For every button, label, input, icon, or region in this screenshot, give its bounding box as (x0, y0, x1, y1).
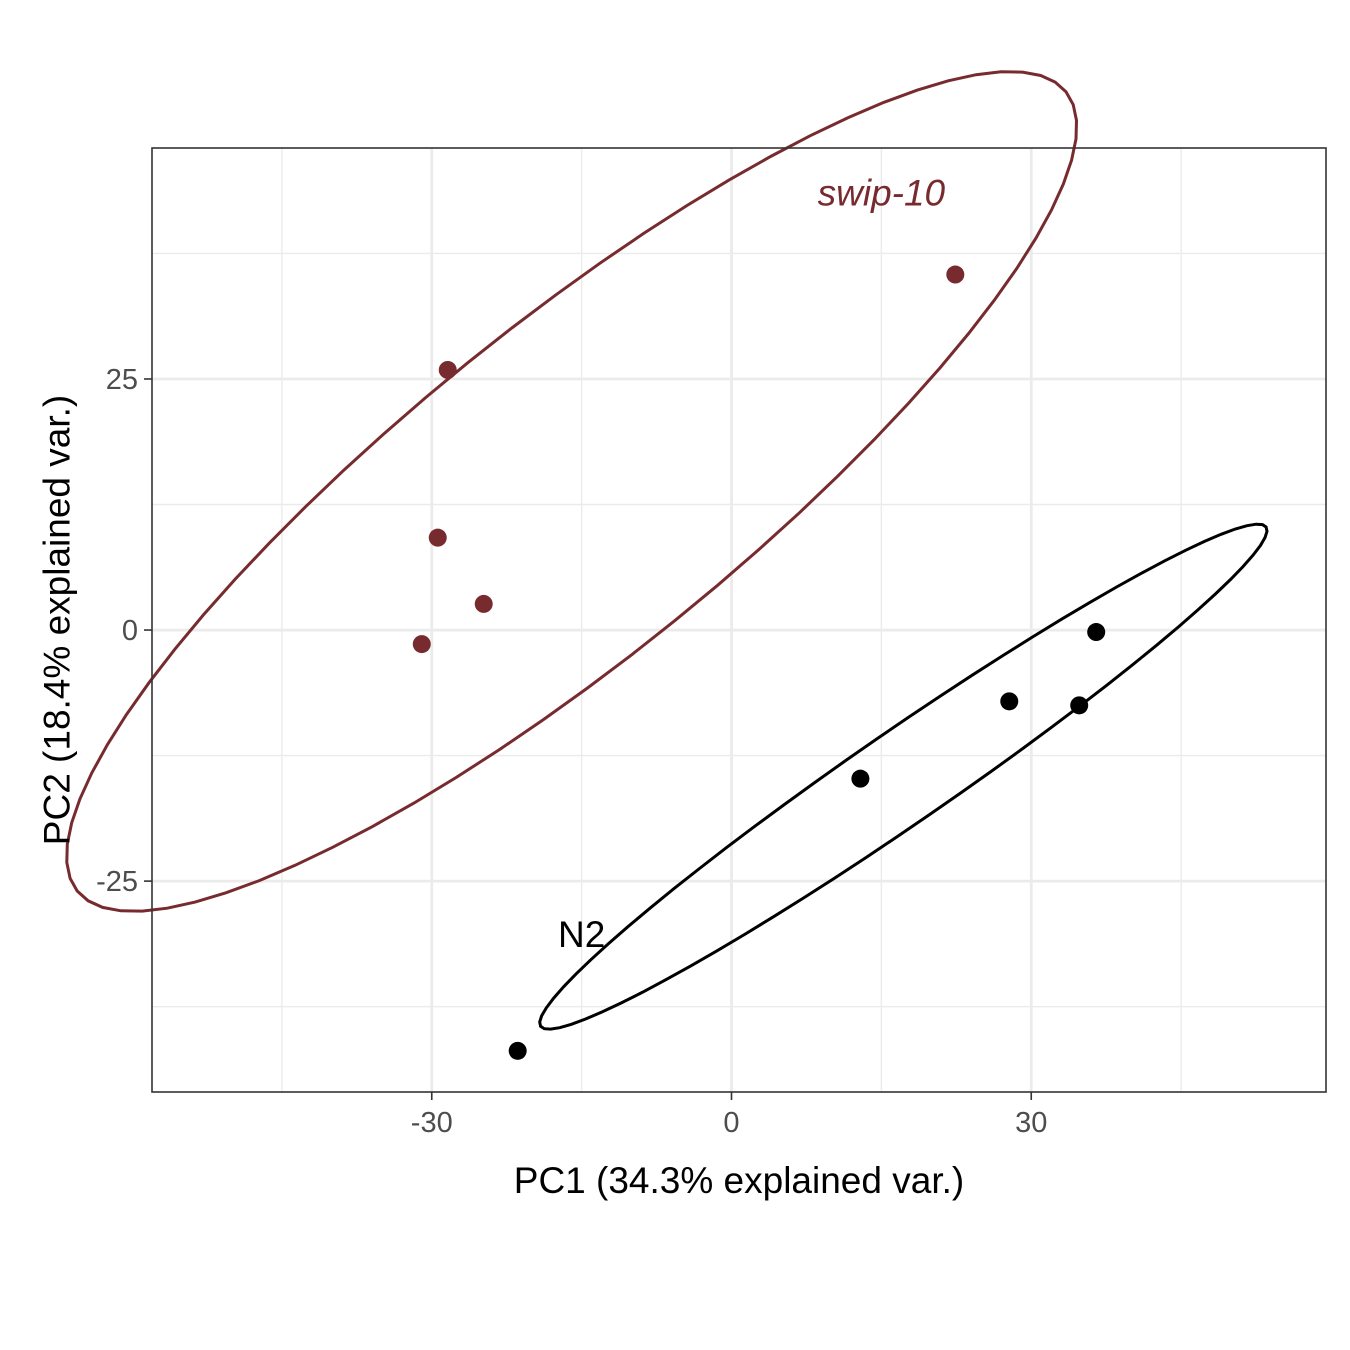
point-swip-10 (474, 594, 493, 613)
axis-ticks: -30 0 30 -25 0 25 (96, 364, 1047, 1139)
point-n2 (1087, 623, 1106, 642)
x-tick-label: 0 (723, 1107, 739, 1139)
y-axis-title: PC2 (18.4% explained var.) (37, 395, 78, 845)
group-label-swip-10: swip-10 (818, 173, 946, 214)
y-tick-label: -25 (96, 866, 138, 898)
plot-panel-border (151, 147, 1327, 1093)
group-label-n2: N2 (558, 914, 605, 955)
y-tick-label: 0 (122, 615, 138, 647)
point-n2 (508, 1041, 527, 1060)
grid-major (152, 148, 1326, 1092)
x-tick-label: -30 (411, 1107, 453, 1139)
point-n2 (1070, 696, 1089, 715)
ellipse-n2 (538, 522, 1269, 1031)
ellipse-swip-10 (65, 70, 1079, 913)
point-n2 (1000, 692, 1019, 711)
group-labels: swip-10 N2 (558, 173, 946, 955)
grid-minor (152, 148, 1326, 1092)
x-tick-label: 30 (1015, 1107, 1047, 1139)
y-tick-label: 25 (106, 364, 138, 396)
point-n2 (851, 769, 870, 788)
point-swip-10 (412, 635, 431, 654)
point-swip-10 (438, 360, 457, 379)
data-points (412, 265, 1106, 1060)
point-swip-10 (428, 528, 447, 547)
point-swip-10 (946, 265, 965, 284)
x-axis-title: PC1 (34.3% explained var.) (514, 1160, 964, 1201)
ellipses (65, 70, 1269, 1031)
